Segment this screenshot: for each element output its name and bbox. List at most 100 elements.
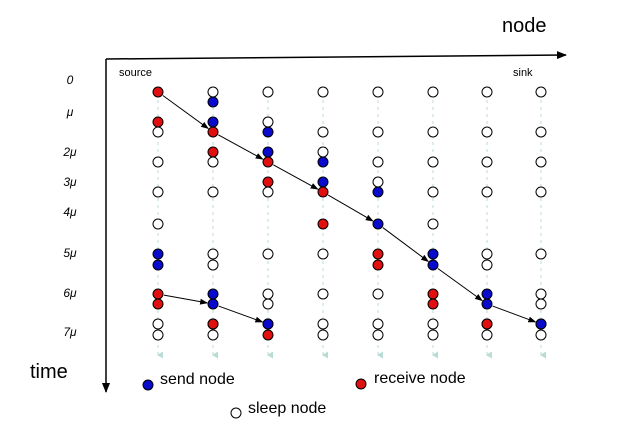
sleep-node	[481, 186, 493, 198]
sleep-node	[481, 329, 493, 341]
time-axis-title: time	[30, 361, 68, 383]
sleep-node	[427, 156, 439, 168]
sleep-node	[535, 298, 547, 310]
sleep-node	[152, 218, 164, 230]
time-tick-label: 2μ	[62, 145, 77, 159]
send-node	[535, 318, 547, 330]
receive-node	[207, 126, 219, 138]
receive-node	[262, 156, 274, 168]
receive-node	[481, 318, 493, 330]
send-node	[262, 126, 274, 138]
send-node	[317, 156, 329, 168]
sleep-node	[427, 329, 439, 341]
legend-receive-label: receive node	[374, 370, 466, 387]
receive-node	[427, 298, 439, 310]
transmission-arrow	[218, 305, 264, 323]
send-node	[481, 298, 493, 310]
transmission-arrow	[327, 194, 374, 222]
sleep-node	[372, 156, 384, 168]
send-node	[372, 186, 384, 198]
time-tick-label: 6μ	[63, 286, 77, 300]
sleep-node	[207, 248, 219, 260]
receive-node	[372, 248, 384, 260]
send-node	[262, 146, 274, 158]
sleep-node	[372, 86, 384, 98]
send-node	[317, 176, 329, 188]
sleep-node	[535, 288, 547, 300]
receive-node	[427, 288, 439, 300]
send-node	[152, 259, 164, 271]
node-axis	[105, 51, 567, 60]
sleep-node	[535, 156, 547, 168]
sleep-node	[207, 186, 219, 198]
receive-node	[262, 329, 274, 341]
receive-node	[207, 318, 219, 330]
sleep-node	[262, 116, 274, 128]
sleep-node	[535, 126, 547, 138]
sleep-node	[317, 329, 329, 341]
source-label: source	[119, 67, 152, 79]
legend: send node receive node sleep node	[142, 370, 466, 419]
transmission-arrow	[162, 95, 209, 130]
send-node	[207, 298, 219, 310]
receive-node	[207, 146, 219, 158]
sleep-node	[152, 186, 164, 198]
time-tick-label: μ	[66, 105, 74, 119]
send-node	[427, 259, 439, 271]
node-grid	[152, 86, 547, 341]
sleep-node	[481, 156, 493, 168]
receive-node	[372, 259, 384, 271]
sleep-node	[535, 329, 547, 341]
sleep-node	[152, 156, 164, 168]
sleep-node	[427, 86, 439, 98]
sink-label: sink	[513, 67, 533, 79]
sleep-node	[372, 329, 384, 341]
transmission-arrow	[218, 134, 264, 160]
sleep-node	[481, 259, 493, 271]
time-tick-label: 0	[67, 73, 74, 87]
sleep-node	[317, 248, 329, 260]
time-tick-label: 7μ	[63, 325, 77, 339]
sleep-node	[535, 86, 547, 98]
sleep-node	[207, 259, 219, 271]
transmission-arrow	[273, 164, 319, 190]
time-tick-label: 4μ	[63, 205, 77, 219]
sleep-node	[152, 318, 164, 330]
sleep-node	[207, 86, 219, 98]
sleep-node	[152, 126, 164, 138]
receive-node	[152, 116, 164, 128]
sleep-node	[262, 288, 274, 300]
send-node	[207, 96, 219, 108]
time-tick-label: 3μ	[63, 175, 77, 189]
legend-sleep-label: sleep node	[248, 400, 326, 417]
sleep-node	[372, 126, 384, 138]
sleep-node	[427, 218, 439, 230]
receive-node	[152, 298, 164, 310]
send-node	[372, 218, 384, 230]
receive-node	[262, 176, 274, 188]
sleep-node	[262, 298, 274, 310]
transmission-paths	[162, 95, 537, 323]
sleep-node	[262, 248, 274, 260]
sleep-node	[372, 176, 384, 188]
legend-send-label: send node	[160, 371, 235, 388]
sleep-node	[317, 146, 329, 158]
sleep-node	[535, 186, 547, 198]
sleep-node	[262, 86, 274, 98]
send-node	[262, 318, 274, 330]
sleep-node	[481, 248, 493, 260]
sleep-node	[317, 126, 329, 138]
sleep-node	[152, 329, 164, 341]
legend-send-marker	[142, 379, 154, 391]
sleep-node	[262, 186, 274, 198]
timelines	[157, 100, 546, 359]
transmission-arrow	[382, 227, 429, 263]
transmission-arrow	[163, 294, 209, 305]
sleep-node	[481, 86, 493, 98]
transmission-arrow	[492, 305, 537, 323]
sleep-node	[535, 248, 547, 260]
receive-node	[152, 86, 164, 98]
receive-node	[317, 218, 329, 230]
sleep-node	[207, 156, 219, 168]
